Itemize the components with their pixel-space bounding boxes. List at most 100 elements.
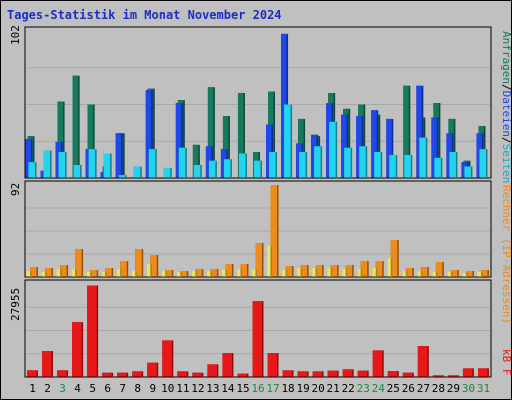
bar-rechner-hell xyxy=(357,269,363,277)
bar-rechner xyxy=(225,264,234,277)
bar-rechner xyxy=(45,268,54,277)
bar-kb xyxy=(237,373,249,377)
x-tick-label: 25 xyxy=(387,382,400,395)
bar-rechner-hell xyxy=(402,271,408,277)
bar-kb xyxy=(402,372,414,377)
bar-kb xyxy=(27,370,38,377)
bar-rechner xyxy=(360,261,369,277)
bar-rechner-hell xyxy=(372,268,378,277)
bar-kb xyxy=(282,370,294,377)
bar-dateien xyxy=(431,117,439,178)
bar-rechner xyxy=(480,270,489,277)
bar-rechner xyxy=(390,240,399,277)
bar-kb xyxy=(42,351,54,377)
bar-rechner xyxy=(165,270,174,277)
bar-seiten xyxy=(178,147,187,178)
bar-anfragen xyxy=(237,92,245,178)
bar-rechner xyxy=(300,265,309,277)
bar-dateien xyxy=(175,103,183,178)
bar-seiten xyxy=(208,160,217,178)
x-tick-label: 27 xyxy=(417,382,430,395)
bar-rechner xyxy=(210,269,219,277)
x-tick-label: 10 xyxy=(161,382,174,395)
bar-seiten xyxy=(73,165,82,178)
bar-rechner xyxy=(195,269,204,277)
bar-rechner-hell xyxy=(86,272,92,277)
y-max-kb: 27955 xyxy=(9,288,22,321)
bar-seiten xyxy=(269,152,278,178)
bar-rechner xyxy=(435,262,444,277)
bar-rechner xyxy=(60,265,69,277)
bar-rechner xyxy=(255,243,264,277)
bar-rechner-hell xyxy=(116,269,122,277)
bar-rechner xyxy=(105,268,114,277)
x-tick-label: 18 xyxy=(281,382,294,395)
bar-rechner-hell xyxy=(221,270,227,277)
x-tick-label: 20 xyxy=(312,382,325,395)
bar-kb xyxy=(357,370,369,377)
bar-kb xyxy=(72,322,84,377)
bar-seiten xyxy=(223,159,232,178)
bar-seiten xyxy=(238,153,247,178)
y-max-hosts: 92 xyxy=(9,183,22,196)
bar-rechner-hell xyxy=(462,273,468,277)
bar-rechner xyxy=(330,265,339,277)
x-tick-label: 24 xyxy=(372,382,386,395)
x-tick-label: 3 xyxy=(59,382,66,395)
bar-anfragen xyxy=(87,104,95,178)
bar-kb xyxy=(87,285,99,377)
bar-seiten xyxy=(404,154,413,178)
bar-dateien xyxy=(115,133,123,178)
bar-dateien xyxy=(371,110,379,178)
bar-kb xyxy=(207,364,219,377)
bar-rechner-hell xyxy=(312,268,318,277)
right-label-kb: kB F xyxy=(500,349,511,376)
bar-seiten xyxy=(163,167,172,178)
bar-anfragen xyxy=(192,144,200,178)
x-tick-label: 5 xyxy=(89,382,96,395)
bar-seiten xyxy=(419,137,428,178)
bar-seiten xyxy=(284,104,293,178)
bar-seiten xyxy=(88,149,97,178)
x-tick-label: 9 xyxy=(149,382,156,395)
x-tick-label: 15 xyxy=(236,382,249,395)
bar-rechner-hell xyxy=(297,268,303,277)
bar-anfragen xyxy=(72,75,80,178)
bar-anfragen xyxy=(222,116,230,178)
bar-seiten xyxy=(389,154,398,178)
bar-kb xyxy=(387,371,399,377)
bar-anfragen xyxy=(207,87,215,178)
bar-dateien xyxy=(416,85,424,178)
bar-kb xyxy=(477,368,489,377)
bar-seiten xyxy=(449,152,458,178)
bar-seiten xyxy=(464,166,473,178)
bar-rechner-hell xyxy=(41,272,47,277)
bar-rechner xyxy=(315,265,324,277)
legend-dateien: Dateien xyxy=(500,91,511,137)
bar-kb xyxy=(267,353,279,377)
bar-rechner xyxy=(240,264,249,277)
bar-kb xyxy=(192,372,204,377)
bar-rechner-hell xyxy=(477,272,483,277)
bar-rechner-hell xyxy=(327,268,333,277)
x-tick-label: 26 xyxy=(402,382,415,395)
right-label-requests: Anfragen/Dateien/Seiten xyxy=(500,31,511,183)
bar-seiten xyxy=(28,162,37,178)
right-label-hosts: Rechner (IP-Adressen) xyxy=(500,185,511,324)
bar-dateien xyxy=(341,114,349,178)
bar-kb xyxy=(462,368,474,377)
x-tick-label: 6 xyxy=(104,382,111,395)
bar-rechner xyxy=(150,255,159,277)
x-tick-label: 8 xyxy=(134,382,141,395)
bar-rechner xyxy=(120,261,129,277)
bar-rechner-hell xyxy=(71,269,77,277)
bar-seiten xyxy=(374,152,383,178)
bar-rechner-hell xyxy=(387,258,393,277)
bar-dateien xyxy=(25,139,33,178)
bar-seiten xyxy=(253,160,262,178)
bar-kb xyxy=(147,362,159,377)
bar-rechner-hell xyxy=(56,269,62,277)
bar-rechner-hell xyxy=(26,271,32,277)
x-tick-label: 14 xyxy=(221,382,235,395)
